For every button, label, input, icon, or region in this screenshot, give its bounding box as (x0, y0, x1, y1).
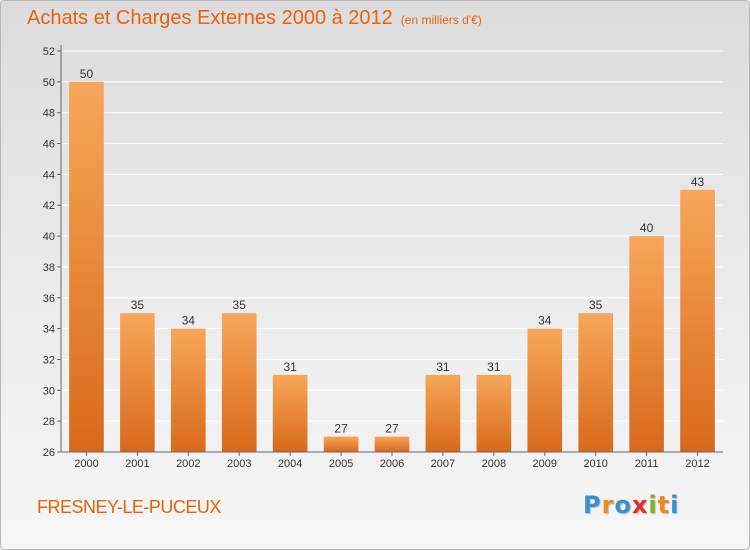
value-label-2005: 27 (334, 422, 348, 436)
value-label-2003: 35 (233, 298, 247, 312)
y-axis: 26 28 30 32 34 36 38 40 42 44 46 48 50 52 (43, 45, 62, 459)
x-tick-label-2001: 2001 (125, 458, 149, 470)
logo-letter: x (631, 491, 649, 519)
y-tick-label-48: 48 (43, 108, 55, 120)
grid-lines (61, 50, 723, 453)
logo-letter: o (614, 491, 632, 519)
bar-2006 (374, 436, 410, 452)
y-tick-label-40: 40 (43, 231, 55, 243)
bar-2005 (323, 436, 359, 452)
y-tick-label-50: 50 (43, 77, 55, 89)
y-tick-label-32: 32 (43, 354, 55, 366)
value-label-2004: 31 (283, 360, 297, 374)
value-label-2000: 50 (80, 67, 94, 81)
x-tick-label-2006: 2006 (380, 458, 404, 470)
value-label-2001: 35 (131, 298, 145, 312)
y-tick-label-30: 30 (43, 385, 55, 397)
bar-2012 (680, 189, 715, 453)
logo-letter: i (648, 491, 658, 519)
y-tick-label-42: 42 (43, 200, 55, 212)
y-tick-label-28: 28 (43, 416, 55, 428)
y-tick-label-34: 34 (43, 324, 55, 336)
x-tick-label-2003: 2003 (227, 458, 251, 470)
x-tick-label-2002: 2002 (176, 458, 200, 470)
value-label-2010: 35 (589, 298, 603, 312)
y-tick-label-38: 38 (43, 262, 55, 274)
bar-2004 (272, 374, 308, 452)
x-tick-label-2010: 2010 (583, 458, 607, 470)
value-label-2007: 31 (436, 360, 450, 374)
x-tick-label-2000: 2000 (74, 458, 98, 470)
logo-letter: P (583, 491, 602, 519)
y-tick-label-46: 46 (43, 139, 55, 151)
x-tick-label-2004: 2004 (278, 458, 302, 470)
chart-subtitle: (en milliers d'€) (400, 13, 482, 27)
y-tick-label-26: 26 (43, 447, 55, 459)
commune-name: FRESNEY-LE-PUCEUX (37, 497, 221, 517)
chart-title-text: Achats et Charges Externes 2000 à 2012 (27, 7, 393, 29)
data-labels: 50 35 34 35 31 27 27 31 31 34 35 40 43 (80, 67, 705, 436)
y-tick-label-44: 44 (43, 169, 55, 181)
y-tick-label-36: 36 (43, 293, 55, 305)
bar-2002 (170, 328, 206, 452)
bar-2009 (527, 328, 563, 452)
x-tick-label-2007: 2007 (431, 458, 455, 470)
bar-2011 (629, 236, 664, 452)
value-label-2002: 34 (182, 314, 196, 328)
x-tick-label-2011: 2011 (635, 458, 659, 470)
x-tick-label-2012: 2012 (685, 458, 709, 470)
logo-letter: t (657, 491, 671, 519)
x-tick-label-2008: 2008 (482, 458, 506, 470)
bar-2001 (120, 313, 155, 452)
x-tick-label-2009: 2009 (533, 458, 557, 470)
bar-2000 (69, 81, 104, 452)
logo-letter: r (601, 491, 615, 519)
y-tick-label-52: 52 (43, 46, 55, 58)
chart-title: Achats et Charges Externes 2000 à 2012 (e… (27, 7, 482, 30)
x-axis-ticks: 2000 2001 2002 2003 2004 2005 2006 2007 2008 2009… (61, 451, 723, 470)
value-label-2006: 27 (385, 422, 399, 436)
proxiti-logo: Proxiti (583, 491, 679, 519)
x-tick-label-2005: 2005 (329, 458, 353, 470)
value-label-2011: 40 (640, 221, 654, 235)
bars (69, 81, 715, 453)
value-label-2009: 34 (538, 314, 552, 328)
bar-2010 (578, 313, 614, 452)
bar-2008 (476, 374, 512, 452)
value-label-2008: 31 (487, 360, 501, 374)
bar-2007 (425, 374, 461, 452)
logo-letter: i (670, 491, 680, 519)
bar-2003 (221, 313, 257, 452)
value-label-2012: 43 (691, 175, 705, 189)
